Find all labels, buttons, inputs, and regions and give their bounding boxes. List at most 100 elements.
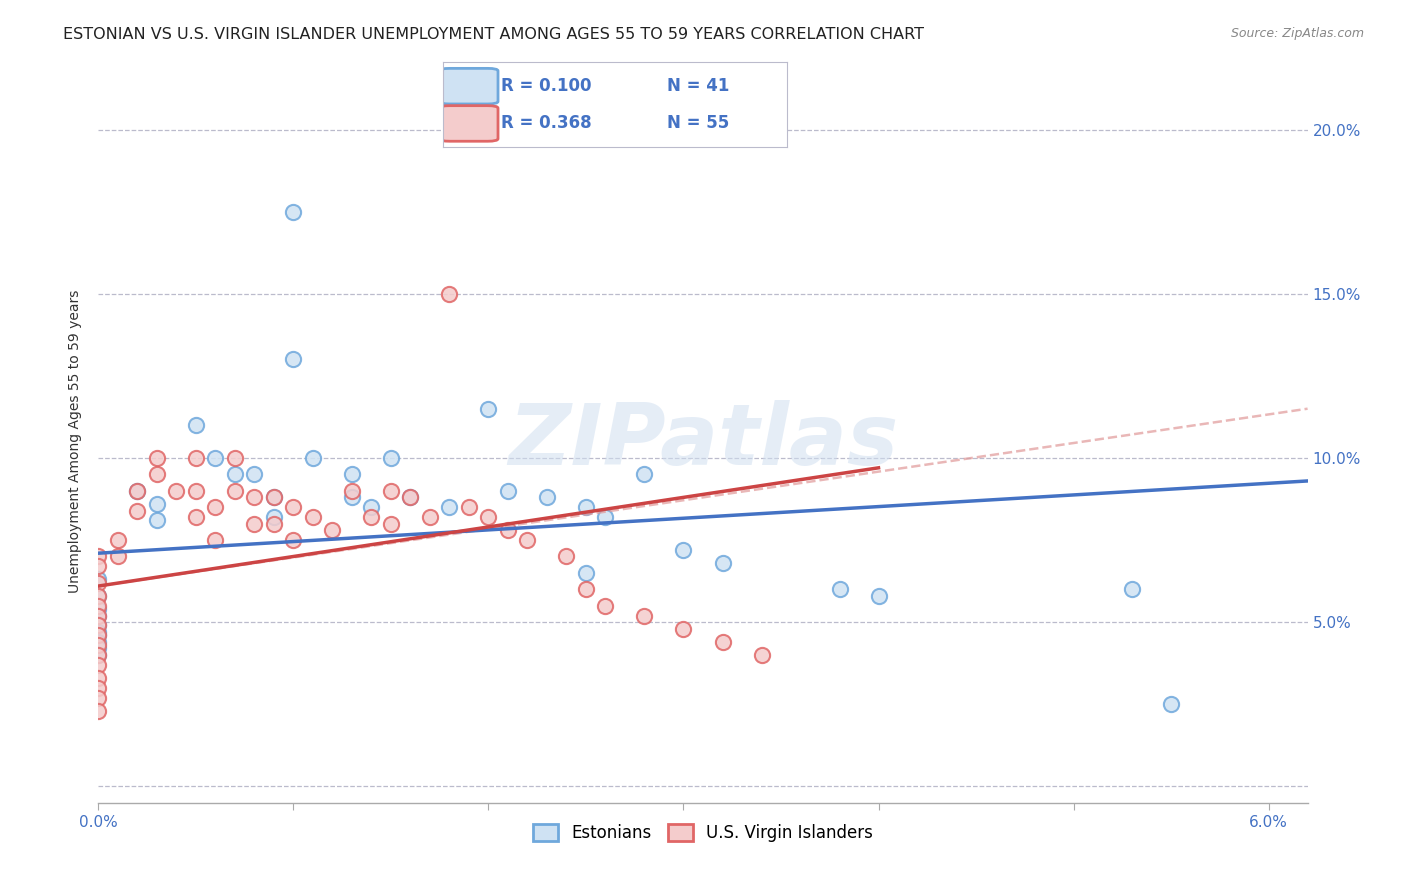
- Point: [87, 599, 110, 613]
- Point: [575, 582, 598, 597]
- Point: [87, 589, 110, 603]
- Point: [419, 510, 441, 524]
- Point: [87, 704, 110, 718]
- Point: [868, 589, 890, 603]
- Point: [184, 510, 207, 524]
- Point: [575, 500, 598, 515]
- Point: [302, 510, 325, 524]
- Point: [555, 549, 578, 564]
- Point: [283, 533, 305, 547]
- Point: [1160, 698, 1182, 712]
- Point: [516, 533, 538, 547]
- Point: [595, 510, 617, 524]
- Point: [204, 500, 226, 515]
- Text: R = 0.100: R = 0.100: [502, 78, 592, 95]
- Point: [87, 618, 110, 632]
- Point: [633, 467, 655, 482]
- Point: [536, 491, 558, 505]
- Point: [595, 599, 617, 613]
- Point: [243, 467, 266, 482]
- Point: [87, 625, 110, 640]
- Point: [184, 450, 207, 465]
- Point: [204, 533, 226, 547]
- Point: [380, 450, 402, 465]
- Point: [87, 573, 110, 587]
- Point: [224, 483, 246, 498]
- Point: [184, 483, 207, 498]
- Point: [302, 450, 325, 465]
- Point: [477, 510, 499, 524]
- Point: [711, 556, 734, 570]
- Point: [87, 559, 110, 574]
- Point: [87, 628, 110, 642]
- Point: [243, 516, 266, 531]
- Point: [263, 491, 285, 505]
- Point: [87, 638, 110, 652]
- Point: [87, 628, 110, 642]
- Point: [87, 608, 110, 623]
- Point: [340, 491, 363, 505]
- Point: [672, 622, 695, 636]
- Point: [87, 575, 110, 590]
- Point: [87, 589, 110, 603]
- Point: [399, 491, 422, 505]
- Point: [204, 450, 226, 465]
- Point: [146, 513, 169, 527]
- Point: [87, 618, 110, 632]
- Point: [243, 491, 266, 505]
- Point: [283, 500, 305, 515]
- Point: [496, 483, 519, 498]
- Point: [360, 500, 382, 515]
- Point: [87, 648, 110, 662]
- Point: [224, 450, 246, 465]
- Point: [263, 516, 285, 531]
- Point: [751, 648, 773, 662]
- Y-axis label: Unemployment Among Ages 55 to 59 years: Unemployment Among Ages 55 to 59 years: [69, 290, 83, 593]
- Text: R = 0.368: R = 0.368: [502, 114, 592, 132]
- Point: [87, 657, 110, 672]
- Point: [87, 641, 110, 656]
- Point: [283, 352, 305, 367]
- Point: [224, 467, 246, 482]
- Point: [672, 542, 695, 557]
- Point: [439, 500, 461, 515]
- Point: [828, 582, 851, 597]
- Legend: Estonians, U.S. Virgin Islanders: Estonians, U.S. Virgin Islanders: [526, 817, 880, 848]
- Point: [340, 467, 363, 482]
- Point: [380, 516, 402, 531]
- Point: [127, 483, 149, 498]
- Point: [360, 510, 382, 524]
- Point: [107, 533, 129, 547]
- Text: ZIPatlas: ZIPatlas: [508, 400, 898, 483]
- Point: [146, 450, 169, 465]
- Text: ESTONIAN VS U.S. VIRGIN ISLANDER UNEMPLOYMENT AMONG AGES 55 TO 59 YEARS CORRELAT: ESTONIAN VS U.S. VIRGIN ISLANDER UNEMPLO…: [63, 27, 924, 42]
- Text: N = 41: N = 41: [666, 78, 730, 95]
- Point: [263, 510, 285, 524]
- Point: [87, 648, 110, 662]
- Point: [439, 286, 461, 301]
- Point: [87, 690, 110, 705]
- Point: [87, 671, 110, 685]
- Point: [87, 608, 110, 623]
- Point: [87, 681, 110, 695]
- Point: [711, 635, 734, 649]
- FancyBboxPatch shape: [440, 69, 498, 104]
- Point: [340, 483, 363, 498]
- Point: [380, 483, 402, 498]
- Point: [458, 500, 481, 515]
- Point: [633, 608, 655, 623]
- Point: [263, 491, 285, 505]
- FancyBboxPatch shape: [440, 105, 498, 141]
- Point: [321, 523, 343, 537]
- Point: [87, 635, 110, 649]
- Point: [1121, 582, 1143, 597]
- Point: [107, 549, 129, 564]
- Point: [165, 483, 187, 498]
- Point: [127, 503, 149, 517]
- Text: N = 55: N = 55: [666, 114, 730, 132]
- Point: [575, 566, 598, 580]
- Point: [146, 497, 169, 511]
- Point: [283, 204, 305, 219]
- Point: [184, 418, 207, 433]
- Point: [87, 602, 110, 616]
